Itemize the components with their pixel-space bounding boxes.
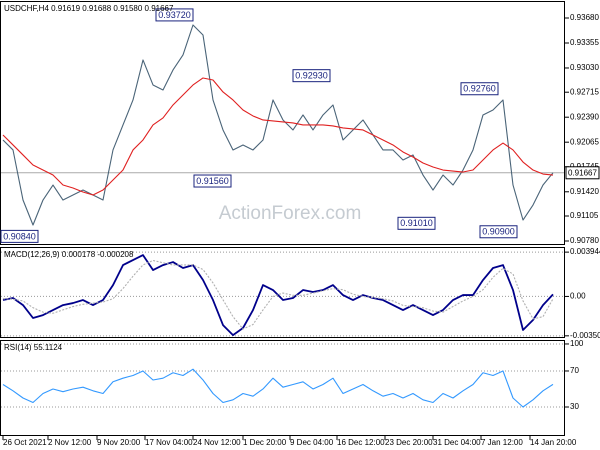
- x-tick-label: 9 Nov 20:00: [97, 438, 141, 447]
- y-tick-label: -0.003506: [570, 331, 600, 340]
- x-tick-label: 14 Jan 20:00: [530, 438, 577, 447]
- annotation-box: [397, 216, 436, 230]
- y-tick-label: 0.92065: [570, 137, 599, 146]
- y-tick-label: 0.90780: [570, 236, 599, 245]
- annotation-box: [292, 69, 331, 83]
- panel-frame: [0, 340, 565, 436]
- watermark: ActionForex.com: [219, 203, 362, 224]
- y-tick-label: 0.92715: [570, 87, 599, 96]
- annotation-label: 0.91560: [196, 176, 229, 186]
- y-tick-label: 30: [570, 402, 579, 411]
- annotation-box: [479, 225, 518, 239]
- panel-frame: [0, 247, 565, 338]
- panel-title: USDCHF,H4 0.91619 0.91688 0.91580 0.9166…: [4, 4, 174, 13]
- annotation-box: [0, 229, 39, 243]
- y-tick-label: 0.91105: [570, 211, 599, 220]
- annotation-box: [193, 174, 232, 188]
- panel-title: RSI(14) 55.1124: [4, 343, 63, 352]
- annotation-box: [155, 8, 194, 22]
- x-tick-label: 24 Nov 12:00: [193, 438, 241, 447]
- series-line: [2, 77, 554, 196]
- x-tick-label: 2 Nov 12:00: [48, 438, 92, 447]
- series-line: [2, 254, 554, 336]
- annotation-label: 0.92930: [295, 71, 328, 81]
- annotation-label: 0.90840: [3, 231, 36, 241]
- series-line: [2, 259, 554, 330]
- series-line: [2, 368, 554, 408]
- annotation-label: 0.91010: [400, 218, 433, 228]
- panel-frame: [0, 1, 565, 245]
- series-line: [2, 24, 554, 226]
- x-tick-label: 16 Dec 12:00: [337, 438, 385, 447]
- x-tick-label: 31 Dec 04:00: [433, 438, 481, 447]
- y-tick-label: 100: [570, 339, 584, 348]
- last-price-label: 0.91667: [568, 168, 597, 177]
- last-price-tag: [565, 166, 600, 180]
- x-tick-label: 23 Dec 20:00: [385, 438, 433, 447]
- y-tick-label: 0.003944: [570, 247, 600, 256]
- annotation-label: 0.90900: [482, 227, 515, 237]
- x-tick-label: 26 Oct 2021: [3, 438, 47, 447]
- x-tick-label: 1 Dec 20:00: [243, 438, 287, 447]
- y-tick-label: 0.93680: [570, 13, 599, 22]
- annotation-label: 0.92760: [463, 84, 496, 94]
- y-tick-label: 0.92390: [570, 112, 599, 121]
- y-tick-label: 0.00: [570, 292, 586, 301]
- x-tick-label: 7 Jan 12:00: [481, 438, 523, 447]
- y-tick-label: 0.93355: [570, 38, 599, 47]
- y-tick-label: 0.91420: [570, 187, 599, 196]
- annotation-box: [460, 82, 499, 96]
- annotation-label: 0.93720: [158, 10, 191, 20]
- x-tick-label: 17 Nov 04:00: [145, 438, 193, 447]
- x-tick-label: 9 Dec 04:00: [290, 438, 334, 447]
- y-tick-label: 0.93030: [570, 63, 599, 72]
- panel-title: MACD(12,26,9) 0.000178 -0.000208: [4, 250, 134, 259]
- y-tick-label: 70: [570, 366, 579, 375]
